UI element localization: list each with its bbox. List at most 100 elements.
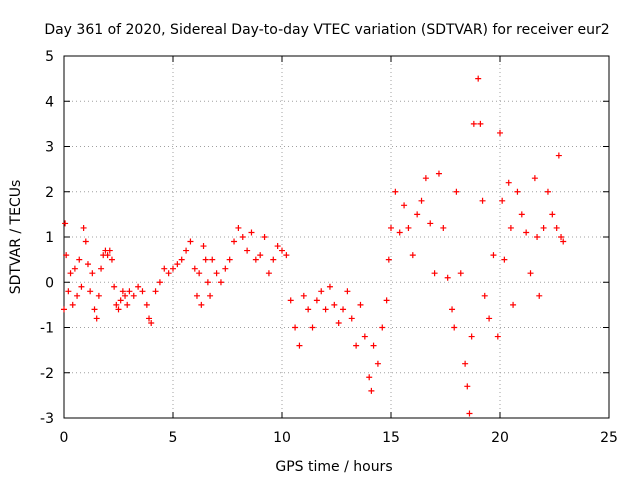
data-point — [499, 197, 506, 204]
data-point — [231, 238, 238, 245]
data-point — [385, 256, 392, 263]
data-point — [239, 234, 246, 240]
data-point — [527, 270, 534, 277]
data-point — [462, 360, 469, 367]
data-point — [93, 315, 100, 322]
data-point — [422, 175, 429, 182]
data-point — [196, 270, 203, 277]
data-point — [514, 188, 521, 195]
data-point — [357, 301, 364, 308]
data-point — [71, 265, 78, 272]
data-point — [152, 288, 159, 295]
data-point — [383, 297, 390, 304]
data-point — [265, 270, 272, 277]
data-point — [453, 188, 460, 195]
axis-ticks: 0 5 10 15 20 25 -3 -2 -1 0 1 2 3 4 5 — [40, 49, 618, 446]
data-point — [555, 152, 562, 159]
data-point — [165, 270, 172, 277]
data-point — [361, 333, 368, 340]
data-point — [510, 301, 517, 308]
data-point — [257, 252, 264, 259]
data-point — [148, 319, 155, 326]
data-point — [366, 374, 373, 381]
data-point — [115, 306, 122, 313]
data-point — [124, 301, 131, 308]
data-point — [348, 315, 355, 322]
data-point — [146, 315, 153, 322]
data-point — [558, 234, 565, 240]
x-axis-label: GPS time / hours — [275, 459, 392, 475]
data-point — [283, 252, 290, 259]
data-point — [174, 261, 181, 268]
y-tick-label: -3 — [40, 411, 54, 427]
y-tick-label: -1 — [40, 321, 54, 337]
data-point — [217, 279, 224, 286]
data-point — [274, 243, 281, 250]
data-points — [61, 75, 567, 417]
data-point — [106, 247, 113, 254]
data-point — [67, 270, 74, 277]
data-point — [87, 288, 94, 295]
data-point — [451, 324, 458, 331]
data-point — [481, 292, 488, 299]
data-point — [435, 170, 442, 177]
data-point — [78, 283, 85, 290]
data-point — [536, 292, 543, 299]
data-point — [335, 319, 342, 326]
data-point — [226, 256, 233, 263]
data-point — [309, 324, 316, 331]
data-point — [405, 224, 412, 231]
data-point — [560, 238, 567, 245]
y-tick-label: 2 — [45, 185, 54, 201]
data-point — [466, 410, 473, 417]
data-point — [486, 315, 493, 322]
data-point — [322, 306, 329, 313]
data-point — [344, 288, 351, 295]
data-point — [396, 229, 403, 236]
data-point — [200, 243, 207, 250]
data-point — [89, 270, 96, 277]
y-tick-label: 3 — [45, 140, 54, 156]
grid-lines — [64, 56, 609, 418]
x-tick-label: 10 — [273, 430, 291, 446]
y-tick-label: -2 — [40, 366, 54, 382]
data-point — [113, 301, 120, 308]
data-point — [91, 306, 98, 313]
data-point — [501, 256, 508, 263]
x-tick-label: 20 — [491, 430, 509, 446]
y-tick-label: 1 — [45, 230, 54, 246]
data-point — [518, 211, 525, 218]
data-point — [505, 179, 512, 186]
data-point — [74, 292, 81, 299]
data-point — [170, 265, 176, 272]
data-point — [479, 197, 486, 204]
data-point — [340, 306, 347, 313]
x-tick-label: 0 — [60, 430, 69, 446]
data-point — [191, 265, 198, 272]
data-point — [126, 288, 133, 295]
data-point — [440, 224, 447, 231]
y-tick-label: 0 — [45, 275, 54, 291]
x-tick-label: 15 — [382, 430, 400, 446]
data-point — [222, 265, 229, 272]
data-point — [374, 360, 381, 367]
data-point — [84, 261, 91, 268]
y-tick-label: 5 — [45, 49, 54, 65]
data-point — [122, 292, 129, 299]
data-point — [193, 292, 200, 299]
data-point — [65, 288, 72, 295]
x-tick-label: 25 — [600, 430, 618, 446]
data-point — [292, 324, 299, 331]
data-point — [117, 297, 124, 304]
data-point — [318, 288, 325, 295]
data-point — [379, 324, 386, 331]
chart-title: Day 361 of 2020, Sidereal Day-to-day VTE… — [44, 22, 609, 38]
data-point — [457, 270, 464, 277]
data-point — [156, 279, 163, 286]
data-point — [401, 202, 408, 209]
data-point — [475, 75, 482, 82]
data-point — [540, 224, 547, 231]
data-point — [549, 211, 556, 218]
data-point — [178, 256, 185, 263]
